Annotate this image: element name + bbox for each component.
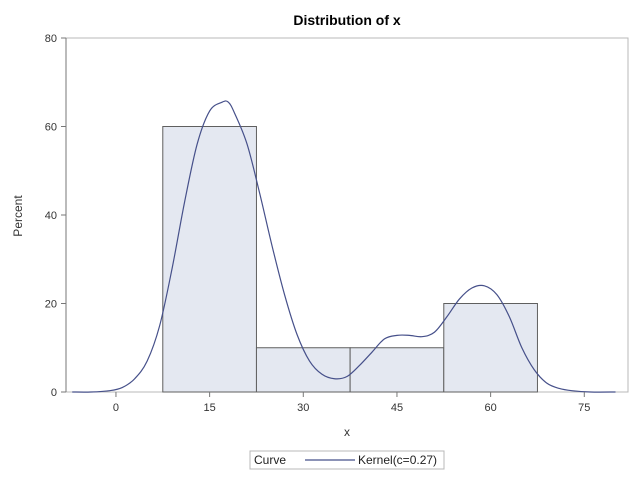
histogram-bars — [162, 126, 538, 393]
plot-area — [65, 37, 629, 393]
y-tick-label: 0 — [51, 387, 57, 399]
x-tick-label: 0 — [113, 402, 119, 414]
histogram-bar-1 — [162, 126, 257, 393]
y-axis-label: Percent — [11, 195, 25, 237]
legend-entry-kernel: Kernel(c=0.27) — [358, 453, 437, 467]
y-tick-label: 60 — [45, 122, 57, 134]
histogram-bar-4 — [443, 303, 538, 393]
histogram-bar-2 — [255, 347, 351, 393]
chart-title: Distribution of x — [293, 12, 401, 28]
legend: Curve Kernel(c=0.27) — [249, 450, 445, 470]
histogram-bar-3 — [349, 347, 445, 393]
legend-title: Curve — [254, 453, 286, 467]
x-tick-label: 60 — [484, 402, 496, 414]
y-tick-label: 20 — [45, 299, 57, 311]
plot-frame — [65, 37, 629, 393]
axes: 0 20 40 60 80 0 15 30 45 60 75 — [45, 33, 591, 414]
y-tick-label: 80 — [45, 33, 57, 45]
x-tick-label: 45 — [391, 402, 403, 414]
x-tick-label: 30 — [297, 402, 309, 414]
x-axis-label: x — [344, 425, 350, 439]
y-tick-label: 40 — [45, 210, 57, 222]
kernel-density-curve — [72, 100, 616, 393]
x-tick-label: 75 — [578, 402, 590, 414]
x-tick-label: 15 — [203, 402, 215, 414]
